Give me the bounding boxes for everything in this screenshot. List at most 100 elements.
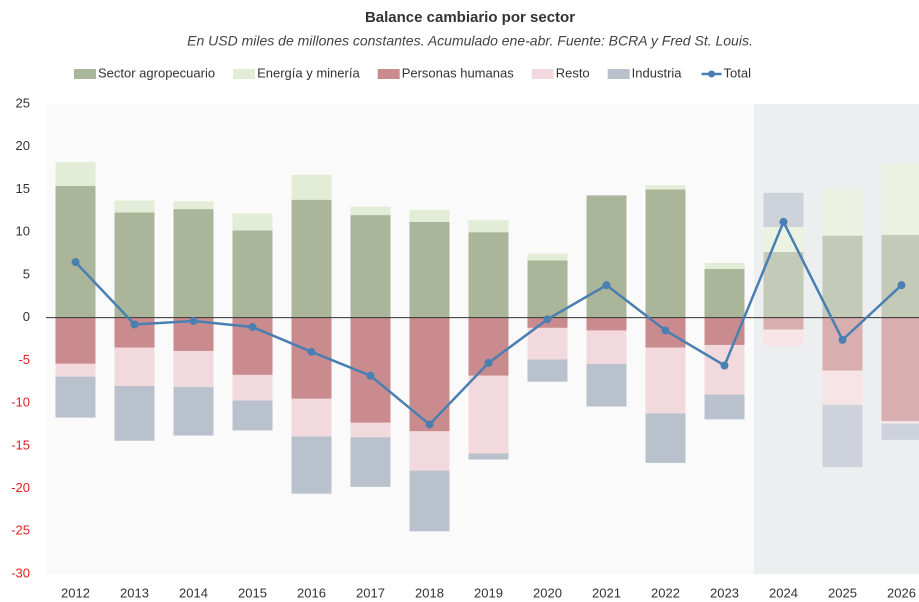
legend-label: Energía y minería (257, 65, 360, 80)
line-point (838, 335, 847, 344)
chart-subtitle: En USD miles de millones constantes. Acu… (187, 33, 753, 49)
bar (645, 413, 686, 463)
bar (468, 232, 509, 318)
line-point (366, 371, 375, 380)
y-tick-label: -10 (11, 395, 30, 410)
x-tick-label: 2014 (179, 585, 208, 600)
legend-swatch (607, 69, 630, 79)
bar (881, 163, 919, 235)
legend-label: Total (724, 65, 752, 80)
bar (55, 186, 96, 318)
y-tick-label: 10 (16, 224, 30, 239)
bar (822, 189, 863, 236)
bar (704, 344, 745, 395)
x-tick-label: 2020 (533, 585, 562, 600)
bar (527, 260, 568, 318)
line-point (543, 315, 552, 324)
bar (704, 262, 745, 269)
bar (291, 199, 332, 318)
bar (881, 421, 919, 424)
bar (409, 209, 450, 222)
bar (350, 206, 391, 216)
line-point (248, 323, 257, 332)
bar (468, 453, 509, 460)
bar (586, 317, 627, 331)
legend-label: Resto (556, 65, 590, 80)
chart-title: Balance cambiario por sector (365, 9, 575, 26)
x-tick-label: 2022 (651, 585, 680, 600)
line-point (720, 361, 729, 370)
bar (704, 268, 745, 318)
bar (173, 201, 214, 210)
y-tick-label: -25 (11, 523, 30, 538)
bar (232, 230, 273, 318)
line-point (602, 281, 611, 290)
y-tick-label: 25 (16, 95, 30, 110)
bar (822, 404, 863, 468)
line-point (307, 347, 316, 356)
line-point (71, 258, 80, 267)
legend-label: Personas humanas (402, 65, 515, 80)
legend-label: Industria (632, 65, 683, 80)
bar (645, 347, 686, 414)
bar (468, 375, 509, 454)
bar (409, 470, 450, 532)
legend-swatch (233, 69, 256, 79)
line-point (661, 326, 670, 335)
bar (55, 363, 96, 377)
line-point (779, 217, 788, 226)
bar (55, 162, 96, 187)
y-tick-label: -30 (11, 565, 30, 580)
y-tick-label: 20 (16, 138, 30, 153)
bar (586, 195, 627, 318)
x-tick-label: 2017 (356, 585, 385, 600)
bar (350, 422, 391, 438)
bar (881, 423, 919, 440)
legend-swatch (708, 70, 716, 78)
bar (822, 370, 863, 405)
bar (55, 317, 96, 364)
x-tick-label: 2026 (887, 585, 916, 600)
x-tick-label: 2024 (769, 585, 798, 600)
projection-overlay (754, 104, 919, 574)
legend-label: Sector agropecuario (98, 65, 215, 80)
bar (232, 400, 273, 431)
bar (763, 317, 804, 330)
x-tick-label: 2021 (592, 585, 621, 600)
bar (232, 374, 273, 401)
bar (114, 200, 155, 213)
bar (822, 235, 863, 318)
line-point (189, 317, 198, 326)
bar (114, 212, 155, 318)
bar (232, 213, 273, 231)
line-point (484, 358, 493, 367)
x-tick-label: 2018 (415, 585, 444, 600)
bar (763, 329, 804, 346)
x-tick-label: 2013 (120, 585, 149, 600)
bar (350, 215, 391, 318)
bar (881, 317, 919, 422)
bar (291, 436, 332, 494)
y-tick-label: 0 (23, 309, 30, 324)
bar (586, 330, 627, 364)
x-tick-label: 2015 (238, 585, 267, 600)
legend-swatch (377, 69, 400, 79)
bar (55, 376, 96, 418)
bar (409, 431, 450, 471)
bar (527, 327, 568, 360)
bar (173, 350, 214, 387)
x-tick-label: 2019 (474, 585, 503, 600)
bar (173, 386, 214, 436)
bar (763, 251, 804, 318)
bar (645, 185, 686, 190)
bar (704, 394, 745, 420)
x-tick-label: 2012 (61, 585, 90, 600)
bar (527, 359, 568, 382)
plot-area (46, 104, 919, 574)
bar (468, 317, 509, 376)
y-tick-label: -5 (18, 352, 30, 367)
legend-swatch (74, 69, 96, 79)
bar (291, 398, 332, 437)
line-point (897, 281, 906, 290)
bar (291, 174, 332, 200)
